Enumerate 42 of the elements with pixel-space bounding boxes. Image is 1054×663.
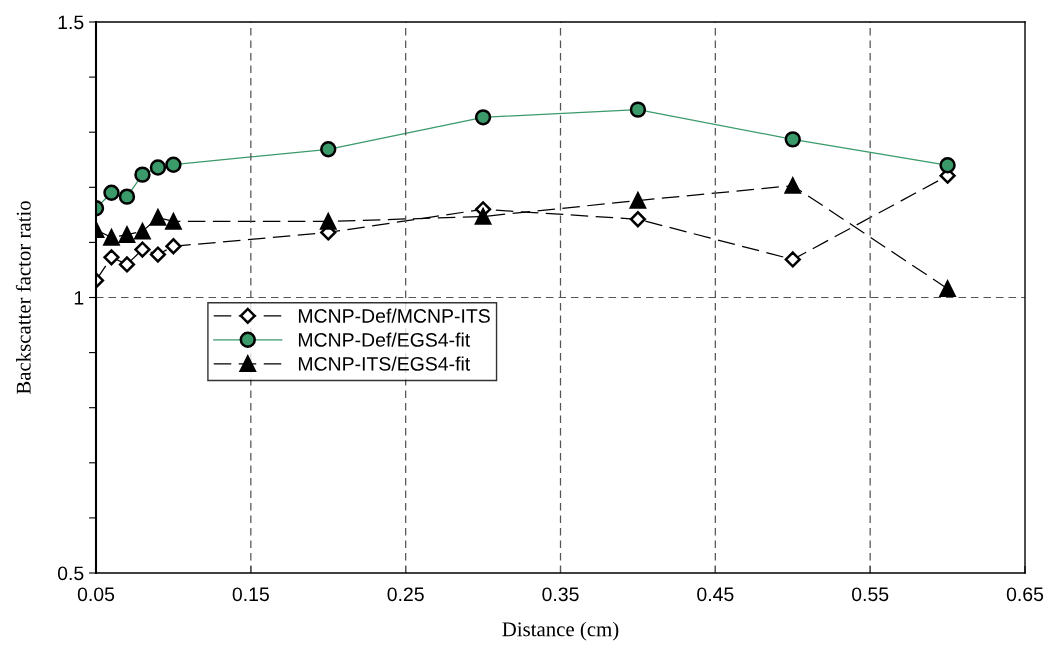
legend-label: MCNP-Def/EGS4-fit: [298, 332, 471, 347]
y-tick-label: 1.5: [58, 15, 84, 30]
y-tick-label: 1: [74, 291, 84, 305]
x-tick-label: 0.05: [77, 587, 115, 602]
point: [629, 211, 647, 228]
point: [629, 101, 647, 118]
point: [320, 141, 337, 158]
point: [118, 226, 136, 243]
point: [118, 188, 136, 205]
legend-label: MCNP-ITS/EGS4-fit: [298, 356, 471, 371]
x-tick-label: 0.45: [697, 587, 734, 602]
y-tick-label: 0.5: [57, 566, 84, 581]
x-tick-label: 0.65: [1006, 587, 1044, 602]
point: [165, 156, 182, 173]
x-tick-label: 0.35: [542, 587, 579, 602]
point: [320, 213, 337, 230]
point: [939, 280, 956, 297]
point: [474, 208, 492, 225]
point: [149, 246, 167, 263]
x-tick-label: 0.25: [387, 587, 424, 602]
point: [134, 241, 151, 258]
point: [784, 131, 801, 148]
point: [149, 209, 167, 226]
point: [939, 157, 956, 174]
x-axis-title: Distance (cm): [502, 621, 619, 641]
y-axis-title: Backscatter factor ratio: [15, 201, 31, 395]
point: [784, 177, 801, 194]
point: [474, 109, 492, 126]
point: [149, 159, 167, 176]
point: [103, 184, 120, 201]
legend-label: MCNP-Def/MCNP-ITS: [298, 308, 490, 323]
x-tick-label: 0.15: [232, 587, 269, 602]
point: [165, 213, 182, 230]
point: [629, 192, 647, 209]
point: [165, 238, 182, 255]
point: [784, 251, 801, 268]
point: [118, 256, 136, 273]
point: [103, 249, 120, 266]
point: [134, 166, 151, 183]
x-tick-label: 0.55: [852, 587, 889, 602]
point: [103, 229, 120, 246]
point: [134, 223, 151, 240]
